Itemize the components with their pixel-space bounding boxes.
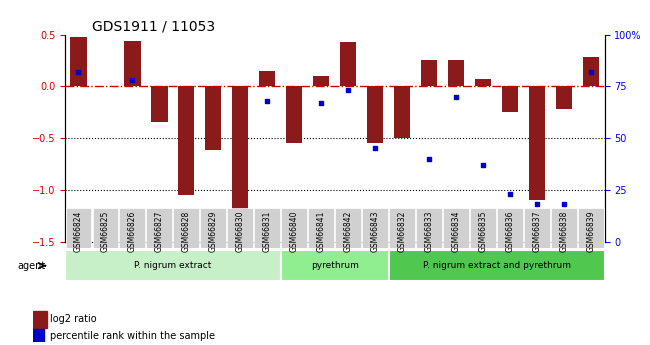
Bar	[313, 76, 330, 86]
Text: GSM66833: GSM66833	[424, 210, 434, 252]
Point	[559, 201, 569, 207]
Point	[208, 226, 218, 232]
Bar	[394, 86, 410, 138]
Bar	[32, 310, 47, 328]
FancyBboxPatch shape	[254, 208, 280, 248]
Text: GSM66826: GSM66826	[128, 210, 137, 252]
FancyBboxPatch shape	[551, 208, 577, 248]
FancyBboxPatch shape	[470, 208, 496, 248]
Text: pyrethrum: pyrethrum	[311, 261, 359, 270]
Bar	[556, 86, 572, 109]
Text: GSM66834: GSM66834	[452, 210, 461, 252]
Bar	[475, 79, 491, 86]
Text: percentile rank within the sample: percentile rank within the sample	[50, 332, 215, 341]
Text: GSM66824: GSM66824	[74, 210, 83, 252]
Text: P. nigrum extract and pyrethrum: P. nigrum extract and pyrethrum	[422, 261, 571, 270]
Bar	[32, 329, 44, 342]
FancyBboxPatch shape	[92, 208, 118, 248]
Text: GSM66843: GSM66843	[370, 210, 380, 252]
Point	[235, 226, 246, 232]
Bar	[502, 86, 518, 112]
FancyBboxPatch shape	[200, 208, 226, 248]
Text: GSM66831: GSM66831	[263, 210, 272, 252]
Bar	[151, 86, 168, 122]
Point	[505, 191, 515, 197]
FancyBboxPatch shape	[281, 250, 389, 281]
Text: GSM66838: GSM66838	[560, 210, 569, 252]
FancyBboxPatch shape	[146, 208, 172, 248]
FancyBboxPatch shape	[65, 250, 281, 281]
Point	[478, 162, 488, 168]
FancyBboxPatch shape	[497, 208, 523, 248]
Point	[424, 156, 434, 161]
Point	[586, 69, 596, 75]
Bar	[583, 57, 599, 86]
Text: GSM66835: GSM66835	[478, 210, 488, 252]
FancyBboxPatch shape	[227, 208, 254, 248]
Bar	[70, 37, 86, 86]
Bar	[124, 41, 140, 86]
Point	[370, 146, 380, 151]
Point	[316, 100, 326, 106]
FancyBboxPatch shape	[389, 250, 604, 281]
Text: GSM66828: GSM66828	[182, 210, 191, 252]
Bar	[259, 71, 276, 86]
Bar	[421, 60, 437, 86]
Text: GDS1911 / 11053: GDS1911 / 11053	[92, 19, 215, 33]
Point	[262, 98, 272, 104]
Text: GSM66830: GSM66830	[236, 210, 245, 252]
FancyBboxPatch shape	[120, 208, 146, 248]
Bar	[367, 86, 383, 143]
Text: GSM66837: GSM66837	[532, 210, 541, 252]
Point	[127, 77, 138, 83]
Point	[154, 228, 164, 234]
Point	[73, 69, 84, 75]
Bar	[340, 42, 356, 86]
FancyBboxPatch shape	[524, 208, 550, 248]
Text: GSM66840: GSM66840	[290, 210, 299, 252]
Point	[397, 235, 408, 240]
Text: GSM66827: GSM66827	[155, 210, 164, 252]
Bar	[232, 86, 248, 221]
Text: GSM66839: GSM66839	[586, 210, 595, 252]
Bar	[529, 86, 545, 200]
FancyBboxPatch shape	[443, 208, 469, 248]
FancyBboxPatch shape	[174, 208, 200, 248]
Bar	[205, 86, 222, 150]
Text: GSM66832: GSM66832	[398, 210, 407, 252]
Point	[100, 239, 110, 244]
Text: GSM66825: GSM66825	[101, 210, 110, 252]
FancyBboxPatch shape	[416, 208, 442, 248]
FancyBboxPatch shape	[362, 208, 388, 248]
Text: GSM66841: GSM66841	[317, 210, 326, 252]
FancyBboxPatch shape	[281, 208, 307, 248]
Text: GSM66836: GSM66836	[506, 210, 515, 252]
Text: P. nigrum extract: P. nigrum extract	[134, 261, 212, 270]
FancyBboxPatch shape	[335, 208, 361, 248]
Text: GSM66829: GSM66829	[209, 210, 218, 252]
Bar	[178, 86, 194, 195]
FancyBboxPatch shape	[578, 208, 604, 248]
FancyBboxPatch shape	[308, 208, 334, 248]
Point	[532, 201, 542, 207]
Point	[343, 88, 354, 93]
Point	[181, 228, 192, 234]
Bar	[448, 60, 464, 86]
Bar	[286, 86, 302, 143]
FancyBboxPatch shape	[66, 208, 92, 248]
Text: agent: agent	[18, 261, 46, 270]
Point	[451, 94, 462, 99]
Text: log2 ratio: log2 ratio	[50, 314, 97, 324]
Point	[289, 228, 300, 234]
FancyBboxPatch shape	[389, 208, 415, 248]
Text: GSM66842: GSM66842	[344, 210, 353, 252]
